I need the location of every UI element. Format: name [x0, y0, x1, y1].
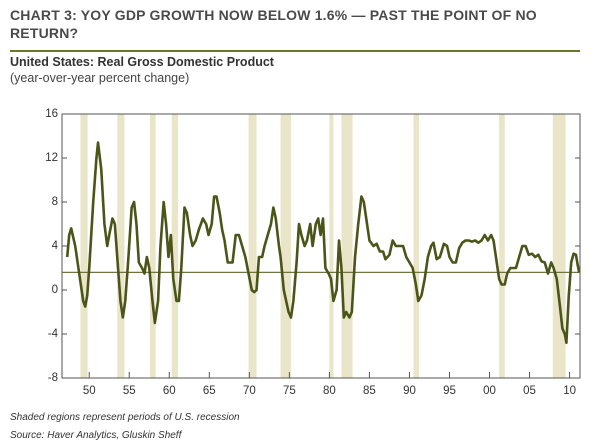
x-tick-label: 85 [363, 385, 376, 397]
y-tick-label: 16 [45, 108, 58, 120]
recession-band [117, 114, 125, 378]
x-tick-label: 55 [123, 385, 136, 397]
chart-subtitle: United States: Real Gross Domestic Produ… [10, 55, 274, 69]
footnote: Shaded regions represent periods of U.S.… [10, 412, 240, 423]
recession-band [248, 114, 257, 378]
x-tick-label: 60 [163, 385, 176, 397]
y-tick-label: -8 [48, 372, 58, 384]
x-tick-label: 50 [83, 385, 96, 397]
x-tick-label: 10 [563, 385, 576, 397]
recession-band [413, 114, 420, 378]
y-axis-label: (year-over-year percent change) [10, 71, 190, 85]
recession-band [341, 114, 353, 378]
x-tick-label: 75 [283, 385, 296, 397]
gdp-line [65, 141, 581, 345]
recession-band [80, 114, 88, 378]
title-rule [10, 50, 580, 52]
y-tick-label: -4 [48, 328, 59, 340]
recession-band [552, 114, 566, 378]
chart-title: CHART 3: YOY GDP GROWTH NOW BELOW 1.6% —… [10, 7, 537, 41]
recession-band [499, 114, 505, 378]
x-tick-label: 00 [483, 385, 496, 397]
x-tick-label: 70 [243, 385, 256, 397]
y-tick-label: 0 [52, 284, 58, 296]
y-tick-label: 8 [52, 196, 58, 208]
y-tick-label: 4 [52, 240, 59, 252]
recession-band [150, 114, 156, 378]
x-tick-label: 80 [323, 385, 336, 397]
recession-band [329, 114, 334, 378]
x-tick-label: 05 [523, 385, 536, 397]
y-tick-label: 12 [45, 152, 58, 164]
recession-band [280, 114, 291, 378]
x-tick-label: 90 [403, 385, 416, 397]
x-tick-label: 65 [203, 385, 216, 397]
source-note: Source: Haver Analytics, Gluskin Sheff [10, 430, 182, 441]
recession-band [171, 114, 179, 378]
x-tick-label: 95 [443, 385, 456, 397]
